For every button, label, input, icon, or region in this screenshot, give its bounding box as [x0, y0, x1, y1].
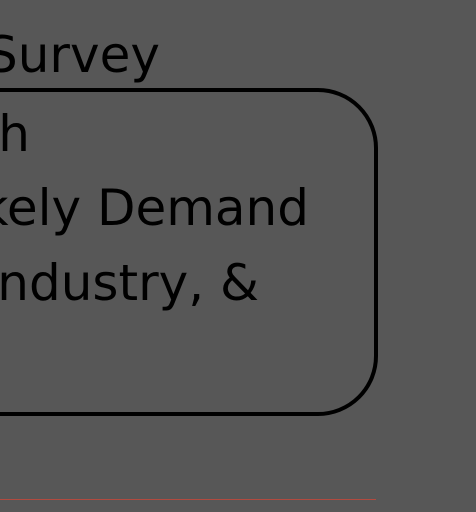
card-line-1: h: [0, 105, 30, 163]
footer-rule: [0, 499, 376, 500]
page-heading: Survey: [0, 26, 160, 84]
card-line-3: ndustry, &: [0, 254, 259, 312]
card-line-2: kely Demand: [0, 179, 309, 237]
content-card: [0, 88, 378, 416]
